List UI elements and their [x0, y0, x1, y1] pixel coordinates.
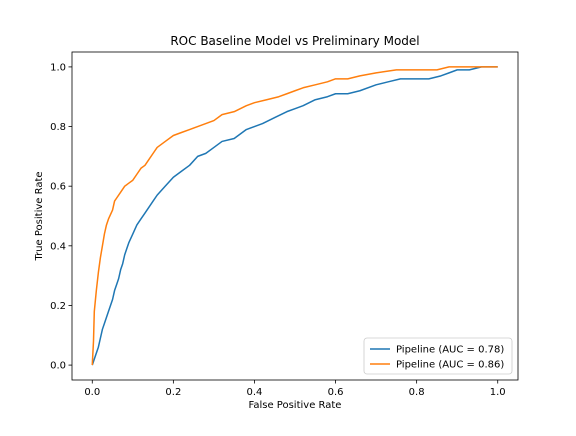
y-tick-label: 0.0 — [50, 361, 66, 372]
axes-frame — [71, 51, 519, 381]
series-line-2 — [91, 66, 498, 366]
x-tick-label: 0.6 — [328, 387, 344, 398]
legend-label-2: Pipeline (AUC = 0.86) — [396, 360, 504, 371]
legend: Pipeline (AUC = 0.78) Pipeline (AUC = 0.8… — [363, 337, 513, 375]
y-tick-label: 1.0 — [50, 62, 66, 73]
chart-title: ROC Baseline Model vs Preliminary Model — [170, 34, 419, 48]
x-tick-label: 1.0 — [490, 387, 506, 398]
x-axis-ticks: 0.0 0.2 0.4 0.6 0.8 1.0 — [84, 380, 506, 398]
x-tick-label: 0.8 — [409, 387, 425, 398]
y-axis-ticks: 0.0 0.2 0.4 0.6 0.8 1.0 — [50, 62, 72, 372]
legend-box — [363, 337, 513, 375]
x-tick-label: 0.4 — [247, 387, 263, 398]
y-tick-label: 0.4 — [50, 241, 66, 252]
series-layer — [91, 66, 498, 366]
x-tick-label: 0.2 — [165, 387, 181, 398]
legend-label-1: Pipeline (AUC = 0.78) — [396, 345, 504, 356]
series-line-1 — [91, 66, 498, 366]
x-axis-label: False Positive Rate — [249, 400, 342, 411]
y-tick-label: 0.8 — [50, 122, 66, 133]
y-tick-label: 0.2 — [50, 301, 66, 312]
y-tick-label: 0.6 — [50, 182, 66, 193]
y-axis-label: True Positive Rate — [34, 171, 45, 261]
x-tick-label: 0.0 — [84, 387, 100, 398]
